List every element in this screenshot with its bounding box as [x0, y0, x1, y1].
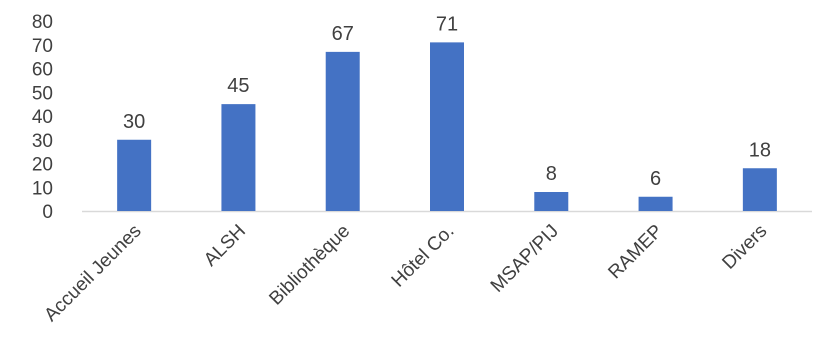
bar-2 — [325, 51, 360, 211]
data-label-6: 18 — [749, 139, 771, 161]
y-tick-label: 30 — [32, 131, 53, 152]
bars — [117, 42, 777, 211]
data-label-5: 6 — [650, 168, 661, 190]
data-label-2: 67 — [332, 23, 354, 45]
category-label-2: Bibliothèque — [265, 221, 354, 310]
category-label-3: Hôtel Co. — [388, 221, 459, 292]
category-label-6: Divers — [718, 221, 771, 274]
y-tick-label: 40 — [32, 107, 53, 128]
data-label-0: 30 — [123, 111, 145, 133]
bar-4 — [534, 192, 569, 211]
bar-0 — [117, 139, 152, 211]
y-tick-label: 70 — [32, 36, 53, 57]
category-label-5: RAMEP — [604, 221, 667, 284]
data-label-3: 71 — [436, 13, 458, 35]
bar-5 — [638, 196, 673, 211]
y-tick-label: 50 — [32, 83, 53, 104]
y-tick-label: 60 — [32, 60, 53, 81]
data-label-1: 45 — [227, 75, 249, 97]
bar-1 — [221, 104, 256, 211]
y-tick-label: 20 — [32, 155, 53, 176]
y-tick-label: 10 — [32, 178, 53, 199]
y-tick-label: 80 — [32, 12, 53, 33]
category-label-1: ALSH — [200, 221, 250, 271]
bar-3 — [430, 42, 464, 211]
data-labels: 30 45 67 71 8 6 18 — [123, 13, 771, 189]
y-tick-label: 0 — [42, 202, 53, 223]
data-label-4: 8 — [546, 163, 557, 185]
category-label-0: Accueil Jeunes — [40, 221, 145, 326]
category-labels: Accueil Jeunes ALSH Bibliothèque Hôtel Co. M… — [40, 221, 771, 326]
category-label-4: MSAP/PIJ — [487, 221, 563, 297]
bar-6 — [742, 168, 777, 211]
